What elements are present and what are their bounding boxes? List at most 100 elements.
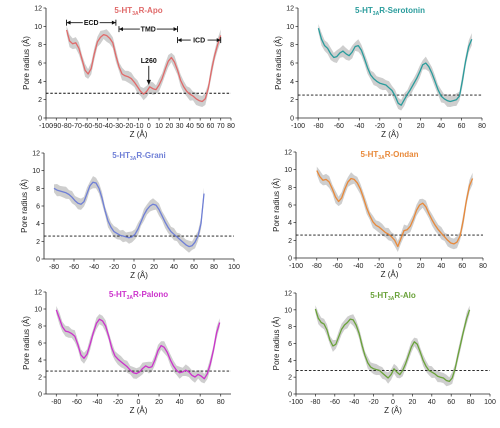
- y-axis-label: Pore radius (Å): [272, 178, 281, 232]
- x-tick-label: 20: [165, 123, 173, 130]
- y-tick-label: 0: [288, 392, 292, 399]
- x-axis-label: Z (Å): [381, 270, 399, 279]
- x-tick-label: 60: [447, 399, 455, 406]
- x-tick-label: 60: [196, 399, 204, 406]
- x-tick-label: -40: [89, 264, 99, 271]
- y-tick-label: 12: [286, 6, 294, 13]
- annotation-arrowhead: [216, 38, 221, 43]
- x-tick-label: -80: [61, 123, 71, 130]
- x-axis-label: Z (Å): [130, 271, 148, 280]
- x-tick-label: -80: [312, 263, 322, 270]
- y-axis-label: Pore radius (Å): [272, 316, 281, 370]
- chart-panel-3: 0 2 4 6 8 10 12 -80 -60 -40 -20 0 20 40 60 80 100 Z (Å) Po…: [20, 151, 240, 281]
- y-tick-label: 4: [288, 358, 292, 365]
- annotation-label-bg: [190, 36, 208, 45]
- y-tick-label: 10: [284, 307, 292, 314]
- arrow-label: L260: [141, 58, 157, 65]
- x-tick-label: 60: [190, 264, 198, 271]
- x-tick-label: 40: [186, 123, 194, 130]
- y-tick-label: 12: [34, 290, 42, 297]
- annotation-arrowhead: [66, 20, 71, 25]
- y-tick-label: 4: [290, 79, 294, 86]
- x-tick-label: -40: [354, 123, 364, 130]
- series-line: [65, 29, 222, 103]
- y-tick-label: 6: [288, 203, 292, 210]
- y-tick-label: 10: [286, 24, 294, 31]
- y-tick-label: 10: [284, 167, 292, 174]
- x-tick-label: 40: [437, 123, 445, 130]
- x-tick-label: 0: [398, 263, 402, 270]
- annotation-arrowhead: [111, 20, 116, 25]
- y-tick-label: 10: [32, 168, 40, 175]
- annotation-label-bg: [82, 18, 100, 27]
- x-tick-label: 70: [217, 123, 225, 130]
- y-tick-label: 10: [34, 24, 42, 31]
- y-tick-label: 4: [38, 358, 42, 365]
- y-tick-label: 8: [38, 324, 42, 331]
- x-tick-label: -100: [39, 123, 53, 130]
- annotation-arrowhead: [118, 27, 123, 32]
- series-line: [314, 308, 471, 383]
- series-line: [55, 309, 221, 380]
- annotation-label: TMD: [141, 27, 156, 34]
- x-tick-label: -100: [289, 263, 303, 270]
- x-tick-label: 40: [176, 399, 184, 406]
- y-tick-label: 0: [38, 116, 42, 123]
- x-tick-label: 20: [155, 399, 163, 406]
- chart-panel-2: 0 2 4 6 8 10 12 -100 -80 -60 -40 -20 0 20 40 60 80 Z (Å) P…: [274, 6, 486, 140]
- y-tick-label: 6: [288, 341, 292, 348]
- y-axis-label: Pore radius (Å): [274, 36, 283, 90]
- y-tick-label: 2: [290, 97, 294, 104]
- series-line: [316, 170, 474, 248]
- x-tick-label: -80: [51, 399, 61, 406]
- y-tick-label: 8: [288, 324, 292, 331]
- x-tick-label: -60: [334, 123, 344, 130]
- x-tick-label: 60: [458, 263, 466, 270]
- y-tick-label: 12: [34, 6, 42, 13]
- y-tick-label: 0: [290, 116, 294, 123]
- x-axis-label: Z (Å): [381, 130, 399, 139]
- annotation-label-bg: [139, 25, 157, 34]
- x-tick-label: 20: [417, 123, 425, 130]
- x-tick-label: -60: [332, 263, 342, 270]
- y-axis-label: Pore radius (Å): [20, 179, 29, 233]
- x-tick-label: 0: [391, 399, 395, 406]
- y-tick-label: 6: [38, 61, 42, 68]
- x-tick-label: -20: [369, 399, 379, 406]
- chart-panel-6: 0 2 4 6 8 10 12 -100 -80 -60 -40 -20 0 20 40 60 80 100 Z (…: [272, 291, 496, 416]
- x-tick-label: -40: [349, 399, 359, 406]
- y-tick-label: 12: [284, 150, 292, 157]
- x-tick-label: -60: [72, 399, 82, 406]
- y-tick-label: 10: [34, 307, 42, 314]
- chart-title: 5-HT3AR-Ondan: [361, 150, 419, 161]
- x-tick-label: -30: [113, 123, 123, 130]
- x-tick-label: 80: [479, 263, 487, 270]
- x-tick-label: 10: [155, 123, 163, 130]
- annotation-arrowhead: [173, 27, 178, 32]
- y-axis-label: Pore radius (Å): [22, 36, 31, 90]
- x-tick-label: 100: [228, 264, 240, 271]
- y-tick-label: 0: [36, 257, 40, 264]
- x-tick-label: 40: [170, 264, 178, 271]
- x-tick-label: -80: [49, 264, 59, 271]
- y-tick-label: 6: [290, 61, 294, 68]
- x-tick-label: -90: [51, 123, 61, 130]
- x-tick-label: 80: [227, 123, 235, 130]
- x-tick-label: -20: [109, 264, 119, 271]
- x-tick-label: 80: [467, 399, 475, 406]
- x-tick-label: -20: [374, 263, 384, 270]
- x-tick-label: -20: [123, 123, 133, 130]
- x-tick-label: 60: [207, 123, 215, 130]
- series-band: [56, 306, 220, 384]
- x-tick-label: 20: [409, 399, 417, 406]
- y-tick-label: 2: [288, 238, 292, 245]
- x-tick-label: 0: [132, 264, 136, 271]
- y-tick-label: 8: [38, 42, 42, 49]
- y-tick-label: 4: [288, 220, 292, 227]
- y-tick-label: 4: [38, 79, 42, 86]
- x-tick-label: -80: [313, 123, 323, 130]
- y-tick-label: 4: [36, 221, 40, 228]
